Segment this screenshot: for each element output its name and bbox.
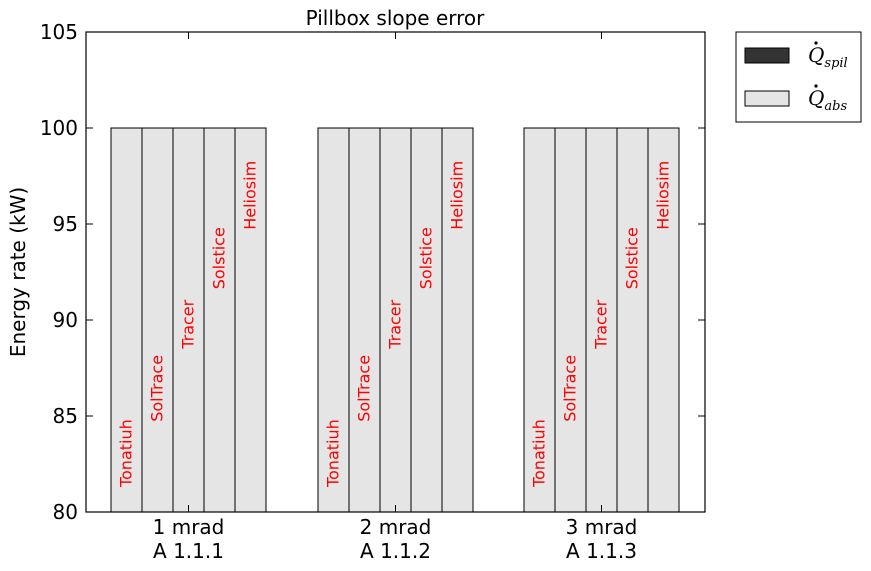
bar-label: Heliosim — [448, 161, 467, 230]
x-tick-label: A 1.1.2 — [360, 539, 431, 563]
y-axis-label: Energy rate (kW) — [6, 187, 30, 357]
legend-swatch — [744, 47, 790, 64]
y-ticks-layer: 80 85 90 95 100 105 — [40, 20, 705, 524]
bar-q-abs — [441, 127, 474, 513]
bar-label: Tonatiuh — [324, 419, 343, 488]
bar-label: Solstice — [623, 227, 642, 289]
bars-layer — [110, 127, 680, 513]
bar-label: SolTrace — [148, 355, 167, 422]
x-tick-label: 2 mrad — [360, 515, 432, 539]
x-tick-label: A 1.1.1 — [153, 539, 224, 563]
y-tick-label: 90 — [53, 308, 78, 332]
bar-label: Heliosim — [654, 161, 673, 230]
x-tick-label: 1 mrad — [153, 515, 225, 539]
bar-q-abs — [317, 127, 350, 513]
bar-label: Solstice — [210, 227, 229, 289]
y-tick-label: 80 — [53, 500, 78, 524]
y-tick-label: 95 — [53, 212, 78, 236]
x-tick-label: A 1.1.3 — [566, 539, 637, 563]
y-tick-label: 100 — [40, 116, 78, 140]
legend-subscript: spil — [824, 56, 847, 71]
bar-label: SolTrace — [561, 355, 580, 422]
x-tick-label: 3 mrad — [566, 515, 638, 539]
bar-label: Tonatiuh — [117, 419, 136, 488]
bar-q-abs — [110, 127, 143, 513]
legend-subscript: abs — [824, 99, 847, 114]
bar-label: Tracer — [592, 299, 611, 349]
chart-title: Pillbox slope error — [306, 6, 486, 30]
bar-label: Heliosim — [241, 161, 260, 230]
y-tick-label: 85 — [53, 404, 78, 428]
bar-q-abs — [410, 127, 443, 513]
bar-q-abs — [554, 127, 587, 513]
bar-q-abs — [348, 127, 381, 513]
legend-swatch — [744, 90, 790, 107]
bar-q-abs — [379, 127, 412, 513]
bar-q-abs — [172, 127, 205, 513]
legend-dot-accent — [814, 41, 818, 45]
bar-q-abs — [203, 127, 236, 513]
y-tick-label: 105 — [40, 20, 78, 44]
bar-label: Tracer — [179, 299, 198, 349]
bar-q-abs — [616, 127, 649, 513]
bar-label: Solstice — [417, 227, 436, 289]
bar-label: Tracer — [386, 299, 405, 349]
legend-dot-accent — [814, 84, 818, 88]
bar-label: SolTrace — [355, 355, 374, 422]
bar-label: Tonatiuh — [530, 419, 549, 488]
legend-box — [735, 31, 862, 123]
bar-labels-layer: Tonatiuh SolTrace Tracer Solstice Heliosim To… — [117, 161, 673, 488]
bar-q-abs — [141, 127, 174, 513]
